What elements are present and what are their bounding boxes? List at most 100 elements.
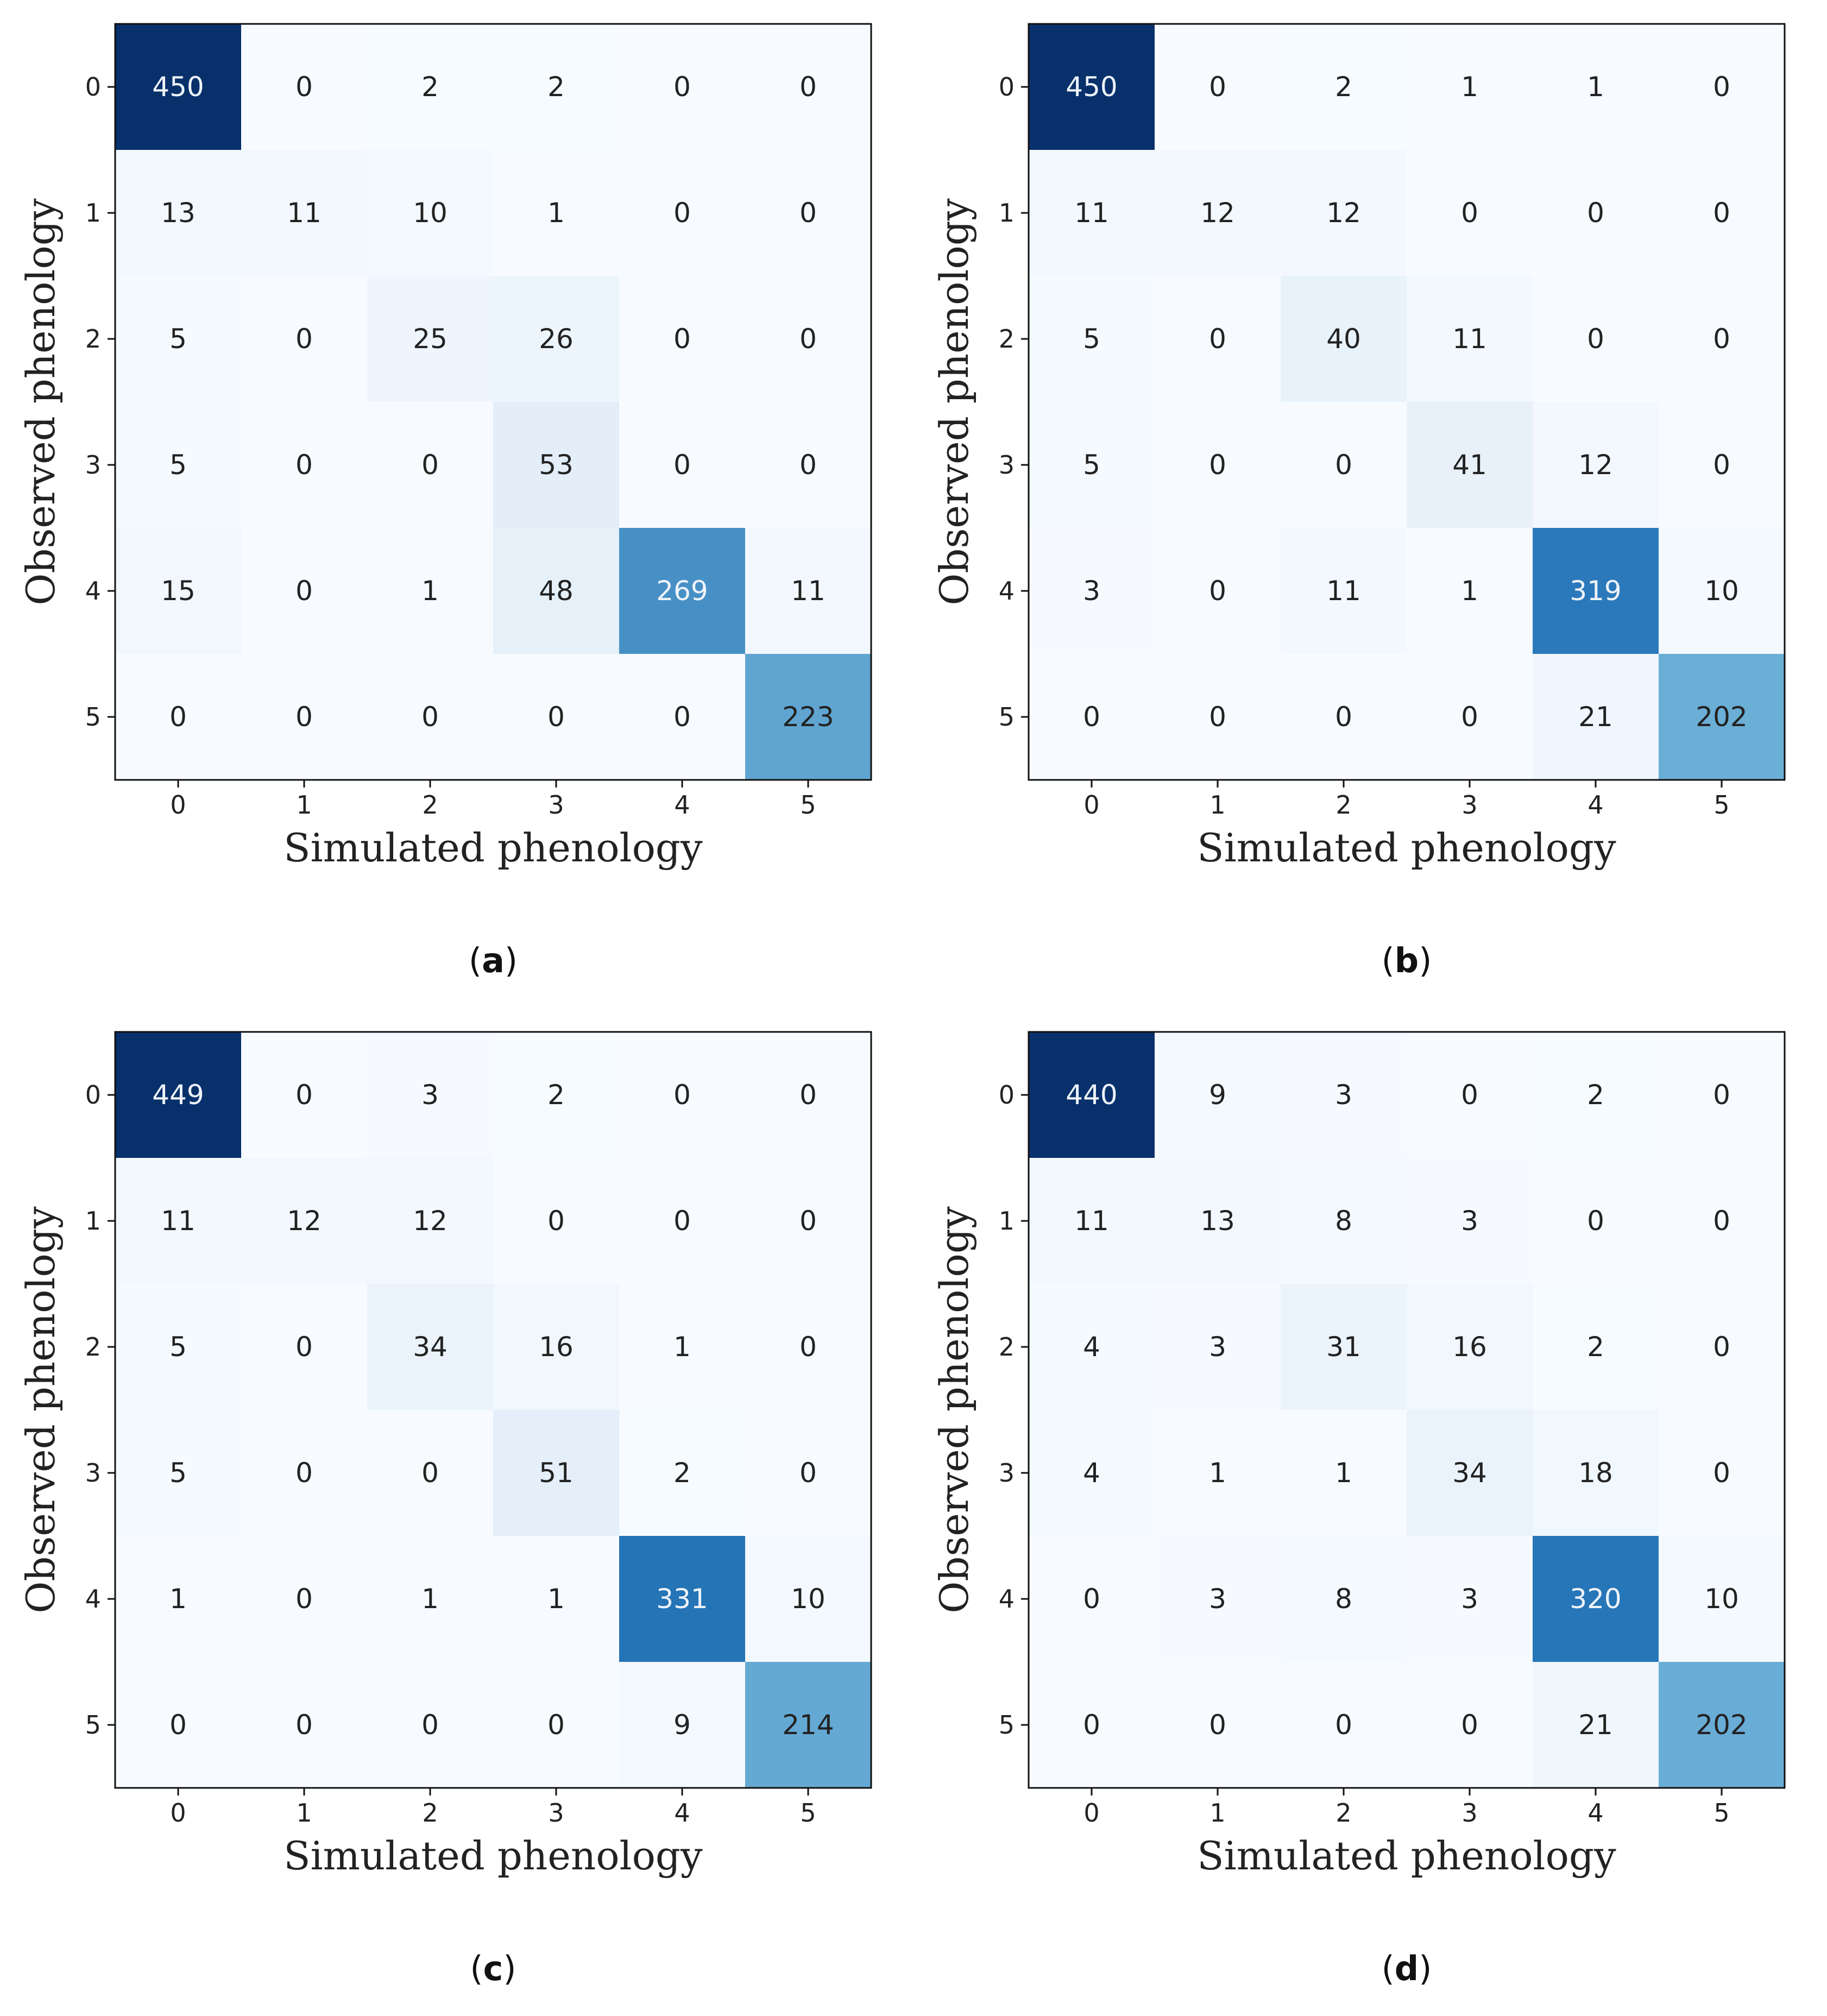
cell-value-label: 4 xyxy=(1083,1457,1100,1489)
y-tick-label: 5 xyxy=(999,1710,1015,1740)
x-tick-label: 2 xyxy=(1335,790,1351,820)
cell-value-label: 8 xyxy=(1335,1583,1352,1615)
y-tick-label: 4 xyxy=(85,1584,101,1614)
cell-value-label: 5 xyxy=(169,1457,187,1489)
heatmap-cell-r0-c5 xyxy=(745,24,872,150)
x-tick-label: 5 xyxy=(800,1798,816,1828)
cell-value-label: 10 xyxy=(1704,575,1739,607)
y-tick-label: 2 xyxy=(85,1332,101,1362)
heatmap-cells xyxy=(115,1032,872,1788)
panel-caption: (d) xyxy=(1382,1949,1432,1988)
y-tick-label: 2 xyxy=(85,324,101,354)
cell-value-label: 0 xyxy=(1713,1331,1730,1363)
cell-value-label: 0 xyxy=(1083,701,1100,733)
y-tick-label: 4 xyxy=(999,1584,1015,1614)
y-tick-label: 0 xyxy=(85,1080,101,1110)
x-tick-label: 4 xyxy=(674,790,690,820)
heatmap-cell-r5-c3 xyxy=(493,654,620,780)
y-tick-label: 3 xyxy=(85,450,101,480)
cell-value-label: 0 xyxy=(1713,1457,1730,1489)
confusion-matrix-d: 440 9 3 0 2 011 13 8 3 0 04 3 31 16 2 04 1 1 34 18 00 3 8 3 320 1… xyxy=(931,1031,1786,1988)
cell-value-label: 16 xyxy=(1452,1331,1487,1363)
caption-close-paren: ) xyxy=(503,1949,516,1988)
heatmap-cell-r5-c5 xyxy=(745,1662,872,1788)
heatmap-cell-r1-c0 xyxy=(115,1158,242,1284)
heatmap-cell-r4-c5 xyxy=(1659,1536,1785,1662)
caption-close-paren: ) xyxy=(505,941,518,980)
x-tick-label: 0 xyxy=(1083,1798,1099,1828)
cell-value-label: 0 xyxy=(1461,197,1478,229)
cell-value-label: 0 xyxy=(1209,701,1226,733)
heatmap-cell-r1-c2 xyxy=(367,150,494,276)
cell-value-label: 0 xyxy=(295,1079,313,1111)
x-tick-label: 3 xyxy=(548,1798,564,1828)
heatmap-cell-r2-c1 xyxy=(241,276,368,402)
cell-value-label: 41 xyxy=(1452,449,1487,481)
cell-value-label: 0 xyxy=(1713,197,1730,229)
cell-value-label: 0 xyxy=(799,449,817,481)
cell-value-label: 51 xyxy=(539,1457,574,1489)
y-tick-label: 0 xyxy=(999,1080,1015,1110)
cell-value-label: 25 xyxy=(413,323,448,355)
heatmap-cell-r3-c5 xyxy=(1659,1410,1785,1536)
heatmap-cell-r4-c5 xyxy=(745,1536,872,1662)
heatmap-cell-r0-c3 xyxy=(1407,1032,1533,1158)
heatmap-cell-r0-c2 xyxy=(367,1032,494,1158)
x-tick-label: 2 xyxy=(422,790,438,820)
cell-value-label: 8 xyxy=(1335,1205,1352,1237)
x-tick-label: 0 xyxy=(1083,790,1099,820)
x-tick-label: 5 xyxy=(1713,1798,1729,1828)
heatmap-cell-r3-c2 xyxy=(367,1410,494,1536)
heatmap-cell-r3-c3 xyxy=(1407,402,1533,528)
heatmap-cell-r0-c5 xyxy=(745,1032,872,1158)
heatmap-cell-r2-c4 xyxy=(619,1284,746,1410)
x-tick-label: 0 xyxy=(170,1798,186,1828)
cell-value-label: 40 xyxy=(1326,323,1361,355)
heatmap-cell-r4-c5 xyxy=(1659,528,1785,654)
cell-value-label: 10 xyxy=(1704,1583,1739,1615)
cell-value-label: 34 xyxy=(413,1331,448,1363)
cell-value-label: 0 xyxy=(1461,1079,1478,1111)
heatmap-cell-r5-c4 xyxy=(619,1662,746,1788)
cell-value-label: 1 xyxy=(673,1331,691,1363)
caption-panel-letter: c xyxy=(483,1949,503,1988)
cell-value-label: 1 xyxy=(547,1583,565,1615)
cell-value-label: 13 xyxy=(161,197,196,229)
heatmap-cell-r5-c5 xyxy=(1659,1662,1785,1788)
y-tick-label: 0 xyxy=(999,72,1015,102)
cell-value-label: 0 xyxy=(673,449,691,481)
heatmap-cell-r4-c4 xyxy=(1533,528,1659,654)
heatmap-cell-r4-c1 xyxy=(241,1536,368,1662)
cell-value-label: 1 xyxy=(1335,1457,1352,1489)
heatmap-cell-r2-c3 xyxy=(1407,276,1533,402)
cell-value-label: 21 xyxy=(1578,701,1613,733)
heatmap-cell-r5-c2 xyxy=(367,1662,494,1788)
caption-panel-letter: b xyxy=(1395,941,1419,980)
cell-value-label: 0 xyxy=(1713,323,1730,355)
heatmap-cell-r2-c1 xyxy=(1155,276,1281,402)
y-axis-label: Observed phenology xyxy=(18,198,64,606)
cell-value-label: 3 xyxy=(1461,1583,1478,1615)
x-tick-label: 4 xyxy=(1587,1798,1603,1828)
cell-value-label: 440 xyxy=(1066,1079,1117,1111)
cell-value-label: 3 xyxy=(1335,1079,1352,1111)
heatmap-cell-r1-c4 xyxy=(619,150,746,276)
heatmap-cell-r4-c3 xyxy=(493,528,620,654)
cell-value-label: 319 xyxy=(1570,575,1621,607)
heatmap-cells xyxy=(115,24,872,780)
heatmap-cell-r0-c0 xyxy=(1029,24,1155,150)
cell-value-label: 1 xyxy=(1461,71,1478,103)
cell-value-label: 5 xyxy=(1083,323,1100,355)
cell-value-label: 0 xyxy=(295,1709,313,1741)
y-axis-label: Observed phenology xyxy=(931,198,977,606)
cell-value-label: 2 xyxy=(1587,1079,1604,1111)
heatmap-cell-r2-c4 xyxy=(1533,1284,1659,1410)
heatmap-cell-r2-c3 xyxy=(493,276,620,402)
cell-value-label: 0 xyxy=(1209,323,1226,355)
heatmap-cell-r5-c0 xyxy=(1029,1662,1155,1788)
heatmap-cell-r0-c2 xyxy=(367,24,494,150)
heatmap-cell-r3-c5 xyxy=(745,1410,872,1536)
heatmap-cell-r2-c0 xyxy=(1029,276,1155,402)
cell-value-label: 269 xyxy=(656,575,708,607)
